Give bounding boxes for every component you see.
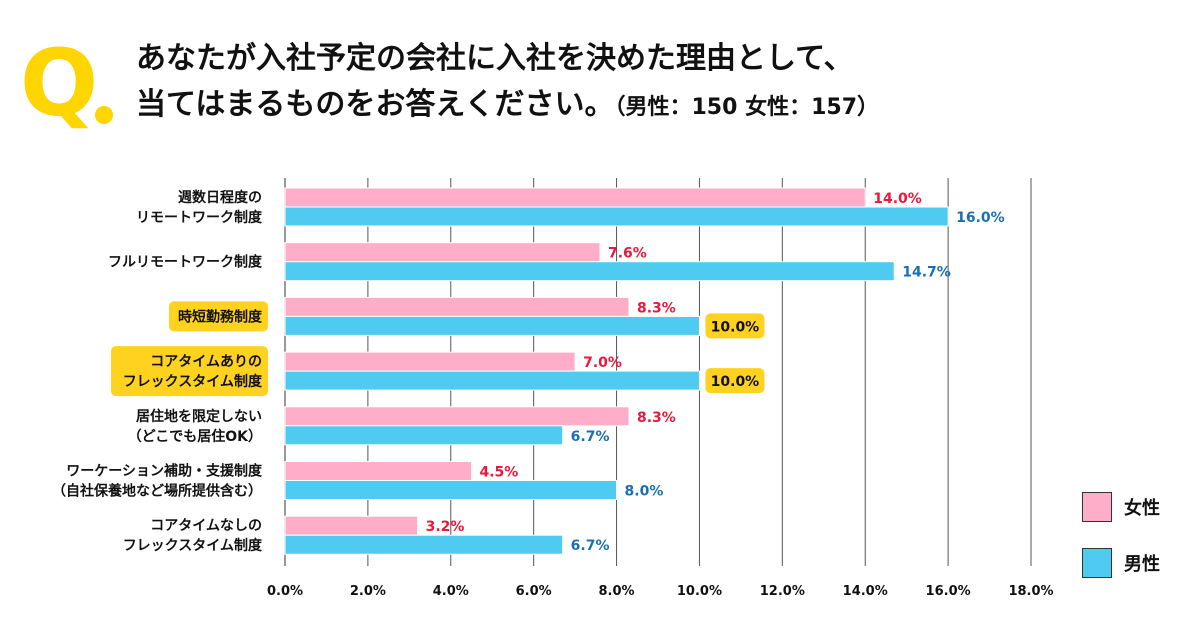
- male-value-label: 10.0%: [711, 374, 760, 390]
- x-tick-label: 6.0%: [516, 584, 552, 599]
- category-label: リモートワーク制度: [136, 209, 263, 226]
- female-bar: [284, 461, 472, 481]
- female-value-label: 4.5%: [480, 465, 519, 481]
- category-label: コアタイムありの: [150, 354, 262, 370]
- category-label: 時短勤務制度: [178, 308, 263, 325]
- female-bar: [284, 351, 576, 372]
- category-label: フルリモートワーク制度: [108, 254, 263, 271]
- female-bar: [284, 187, 866, 208]
- female-value-label: 3.2%: [426, 519, 465, 535]
- legend-swatch-male: [1082, 548, 1112, 578]
- male-bar: [284, 315, 700, 336]
- x-tick-label: 10.0%: [677, 584, 722, 599]
- x-tick-label: 4.0%: [433, 584, 469, 599]
- chart-title: あなたが入社予定の会社に入社を決めた理由として、 当てはまるものをお答えください…: [136, 36, 1176, 131]
- x-tick-label: 0.0%: [267, 584, 303, 599]
- value-highlight: [705, 313, 765, 339]
- female-bar: [284, 406, 630, 427]
- legend: 女性 男性: [1082, 492, 1160, 604]
- legend-item-female: 女性: [1082, 492, 1160, 522]
- male-value-label: 6.7%: [571, 538, 610, 554]
- category-label: コアタイムなしの: [150, 518, 262, 534]
- legend-label-male: 男性: [1124, 554, 1160, 575]
- title-respondents: （男性：150 女性：157）: [614, 95, 880, 120]
- x-tick-label: 8.0%: [599, 584, 635, 599]
- x-tick-label: 12.0%: [760, 584, 805, 599]
- title-main: 当てはまるものをお答えください。: [136, 87, 615, 122]
- male-value-label: 8.0%: [625, 484, 664, 500]
- female-bar: [284, 296, 630, 317]
- male-bar: [284, 206, 949, 227]
- category-label: フレックスタイム制度: [123, 537, 263, 554]
- x-tick-label: 16.0%: [926, 584, 971, 599]
- legend-label-female: 女性: [1124, 498, 1160, 519]
- male-value-label: 6.7%: [571, 429, 610, 445]
- female-value-label: 8.3%: [637, 410, 676, 426]
- q-dot: [95, 106, 113, 124]
- category-highlight: [169, 301, 268, 332]
- female-bar: [284, 242, 601, 263]
- x-tick-label: 18.0%: [1008, 584, 1053, 599]
- male-bar: [284, 534, 564, 555]
- male-bar: [284, 370, 700, 391]
- female-value-label: 7.0%: [583, 355, 622, 371]
- male-bar: [284, 480, 618, 500]
- category-label: 週数日程度の: [178, 189, 262, 206]
- category-highlight: [111, 346, 268, 397]
- male-bar: [284, 425, 564, 446]
- male-value-label: 14.7%: [902, 265, 951, 281]
- category-label: ワーケーション補助・支援制度: [66, 463, 263, 480]
- female-value-label: 8.3%: [637, 300, 676, 316]
- female-bar: [284, 515, 419, 536]
- category-label: 居住地を限定しない: [136, 408, 262, 425]
- male-value-label: 16.0%: [956, 210, 1005, 226]
- category-label: （自社保養地など場所提供含む）: [52, 483, 262, 500]
- x-tick-label: 2.0%: [350, 584, 386, 599]
- legend-swatch-female: [1082, 492, 1112, 522]
- category-label: （どこでも居住OK）: [128, 428, 262, 445]
- title-line-1: あなたが入社予定の会社に入社を決めた理由として、: [136, 41, 854, 76]
- x-tick-label: 14.0%: [843, 584, 888, 599]
- q-mark: Q: [20, 36, 130, 136]
- category-label: フレックスタイム制度: [123, 373, 263, 390]
- female-value-label: 14.0%: [873, 191, 922, 207]
- value-highlight: [705, 368, 765, 394]
- female-value-label: 7.6%: [608, 246, 647, 262]
- male-bar: [284, 261, 895, 282]
- male-value-label: 10.0%: [711, 319, 760, 335]
- title-line-2: 当てはまるものをお答えください。（男性：150 女性：157）: [136, 82, 1176, 131]
- q-letter: Q: [20, 30, 99, 137]
- legend-item-male: 男性: [1082, 548, 1160, 578]
